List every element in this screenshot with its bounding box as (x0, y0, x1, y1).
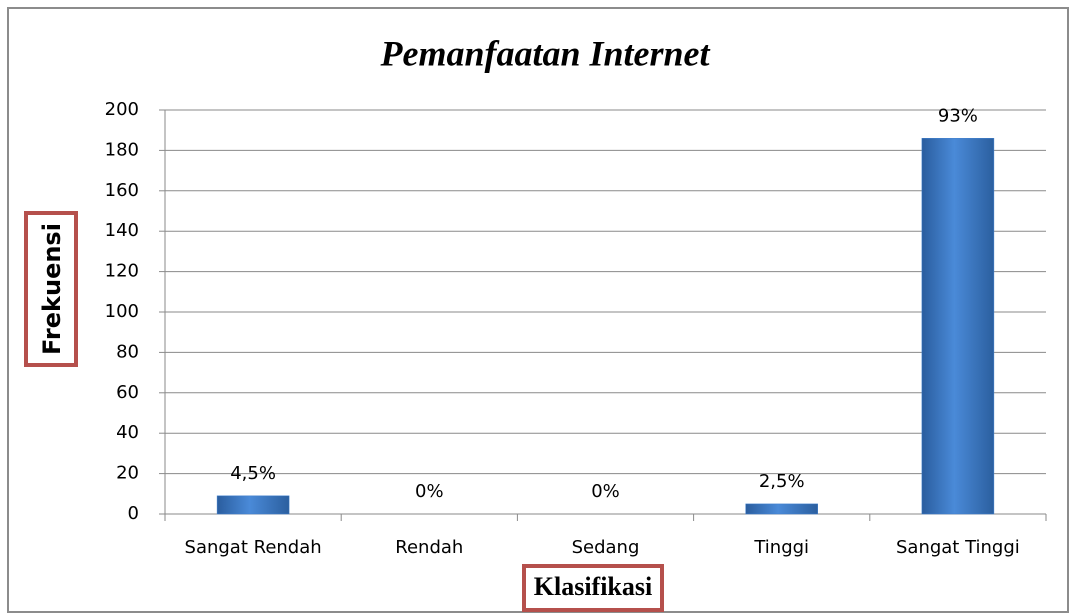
data-label: 2,5% (759, 471, 805, 492)
y-axis-title: Frekuensi (38, 223, 66, 355)
chart-border (7, 7, 1069, 613)
y-tick-label: 120 (105, 261, 139, 282)
chart-title: Pemanfaatan Internet (379, 33, 710, 73)
bar (921, 138, 995, 515)
data-label: 93% (938, 105, 978, 126)
bar (216, 495, 290, 515)
y-tick-label: 40 (116, 422, 139, 443)
y-tick-label: 180 (105, 139, 139, 160)
x-tick-label: Tinggi (753, 537, 809, 558)
y-tick-label: 200 (105, 99, 139, 120)
y-tick-label: 80 (116, 341, 139, 362)
data-label: 0% (415, 481, 444, 502)
y-tick-label: 100 (105, 301, 139, 322)
y-label-box (24, 211, 78, 367)
x-tick-label: Sangat Tinggi (896, 537, 1020, 558)
x-axis-title: Klasifikasi (534, 572, 652, 601)
y-tick-label: 60 (116, 382, 139, 403)
y-tick-label: 160 (105, 180, 139, 201)
bar (745, 503, 818, 515)
data-label: 4,5% (230, 463, 276, 484)
y-tick-label: 140 (105, 220, 139, 241)
y-tick-label: 0 (128, 503, 139, 524)
x-tick-label: Rendah (395, 537, 463, 558)
y-tick-label: 20 (116, 463, 139, 484)
x-label-box (522, 564, 664, 612)
x-tick-label: Sedang (572, 537, 640, 558)
data-label: 0% (591, 481, 620, 502)
x-tick-label: Sangat Rendah (185, 537, 322, 558)
